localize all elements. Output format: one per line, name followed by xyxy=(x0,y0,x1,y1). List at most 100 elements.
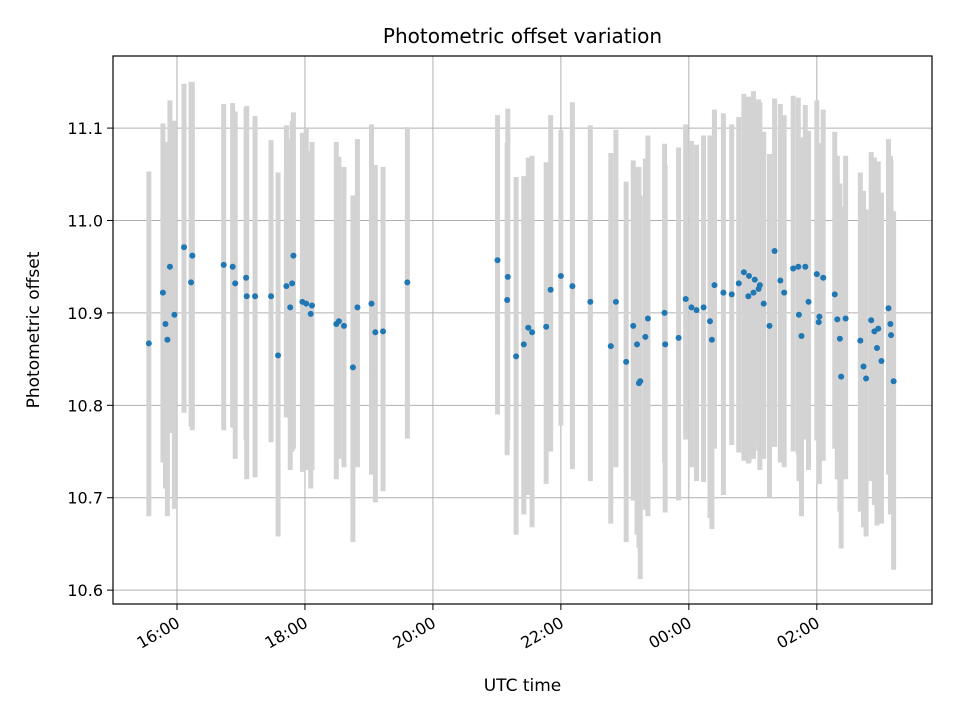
data-point xyxy=(890,378,897,385)
data-point xyxy=(816,313,823,320)
y-axis-ticks: 10.6 10.7 10.8 10.9 11.0 11.1 xyxy=(67,119,113,600)
data-point xyxy=(708,336,715,343)
data-point xyxy=(875,325,882,332)
data-point xyxy=(513,353,520,360)
data-point xyxy=(349,364,356,371)
data-point xyxy=(751,276,758,283)
data-point xyxy=(766,322,773,329)
data-point xyxy=(642,333,649,340)
chart-title: Photometric offset variation xyxy=(383,24,662,48)
data-point xyxy=(612,298,619,305)
data-point xyxy=(268,293,275,300)
y-tick-label: 10.9 xyxy=(67,304,103,323)
data-point xyxy=(188,279,195,286)
data-point xyxy=(520,341,527,348)
data-point xyxy=(720,289,727,296)
data-point xyxy=(831,291,838,298)
data-point xyxy=(229,263,236,270)
data-point xyxy=(372,329,379,336)
data-point xyxy=(607,343,614,350)
data-point xyxy=(857,337,864,344)
data-point xyxy=(504,273,511,280)
x-axis-label: UTC time xyxy=(484,676,562,696)
data-point xyxy=(623,358,630,365)
data-point xyxy=(834,316,841,323)
data-point xyxy=(557,272,564,279)
data-point xyxy=(252,293,259,300)
data-point xyxy=(308,302,315,309)
data-point xyxy=(868,317,875,324)
data-point xyxy=(587,298,594,305)
data-point xyxy=(790,265,797,272)
data-point xyxy=(693,307,700,314)
data-point xyxy=(335,318,342,325)
data-point xyxy=(354,304,361,311)
data-point xyxy=(289,280,296,287)
data-point xyxy=(630,322,637,329)
data-point xyxy=(815,319,822,326)
data-point xyxy=(735,280,742,287)
data-point xyxy=(525,324,532,331)
data-points xyxy=(145,244,897,387)
data-point xyxy=(795,263,802,270)
data-point xyxy=(504,296,511,303)
data-point xyxy=(275,352,282,359)
data-point xyxy=(728,291,735,298)
data-point xyxy=(243,293,250,300)
data-point xyxy=(838,373,845,380)
data-point xyxy=(145,340,152,347)
data-point xyxy=(283,283,290,290)
data-point xyxy=(777,277,784,284)
data-point xyxy=(164,336,171,343)
data-point xyxy=(380,328,387,335)
y-tick-label: 11.1 xyxy=(67,119,103,138)
data-point xyxy=(746,272,753,279)
data-point xyxy=(756,282,763,289)
data-point xyxy=(159,289,166,296)
data-point xyxy=(771,247,778,254)
y-tick-label: 10.6 xyxy=(67,581,103,600)
y-tick-label: 10.8 xyxy=(67,396,103,415)
data-point xyxy=(529,329,536,336)
data-point xyxy=(873,345,880,352)
data-point xyxy=(368,300,375,307)
data-point xyxy=(706,318,713,325)
data-point xyxy=(543,323,550,330)
data-point xyxy=(569,283,576,290)
y-axis-label: Photometric offset xyxy=(24,251,44,408)
data-point xyxy=(805,298,812,305)
data-point xyxy=(220,261,227,268)
data-point xyxy=(700,304,707,311)
data-point xyxy=(181,244,188,251)
data-point xyxy=(813,271,820,278)
data-point xyxy=(878,357,885,364)
data-point xyxy=(340,322,347,329)
data-point xyxy=(634,341,641,348)
data-point xyxy=(232,280,239,287)
y-tick-label: 11.0 xyxy=(67,211,103,230)
plot-frame xyxy=(112,55,933,605)
data-point xyxy=(166,263,173,270)
data-point xyxy=(888,332,895,339)
data-point xyxy=(661,309,668,316)
data-point xyxy=(688,304,695,311)
data-point xyxy=(644,315,651,322)
data-point xyxy=(860,363,867,370)
data-point xyxy=(162,320,169,327)
data-point xyxy=(637,378,644,385)
data-point xyxy=(171,311,178,318)
data-point xyxy=(760,300,767,307)
data-point xyxy=(494,257,501,264)
data-point xyxy=(820,274,827,281)
data-point xyxy=(781,289,788,296)
y-tick-label: 10.7 xyxy=(67,489,103,508)
data-point xyxy=(887,320,894,327)
data-point xyxy=(547,286,554,293)
data-point xyxy=(307,310,314,317)
data-point xyxy=(682,296,689,303)
data-point xyxy=(740,269,747,276)
data-point xyxy=(404,279,411,286)
data-point xyxy=(189,252,196,259)
data-point xyxy=(836,335,843,342)
